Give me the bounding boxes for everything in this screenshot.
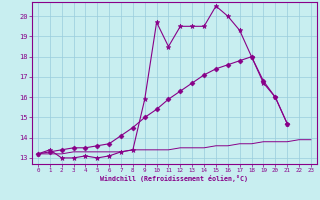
- X-axis label: Windchill (Refroidissement éolien,°C): Windchill (Refroidissement éolien,°C): [100, 175, 248, 182]
